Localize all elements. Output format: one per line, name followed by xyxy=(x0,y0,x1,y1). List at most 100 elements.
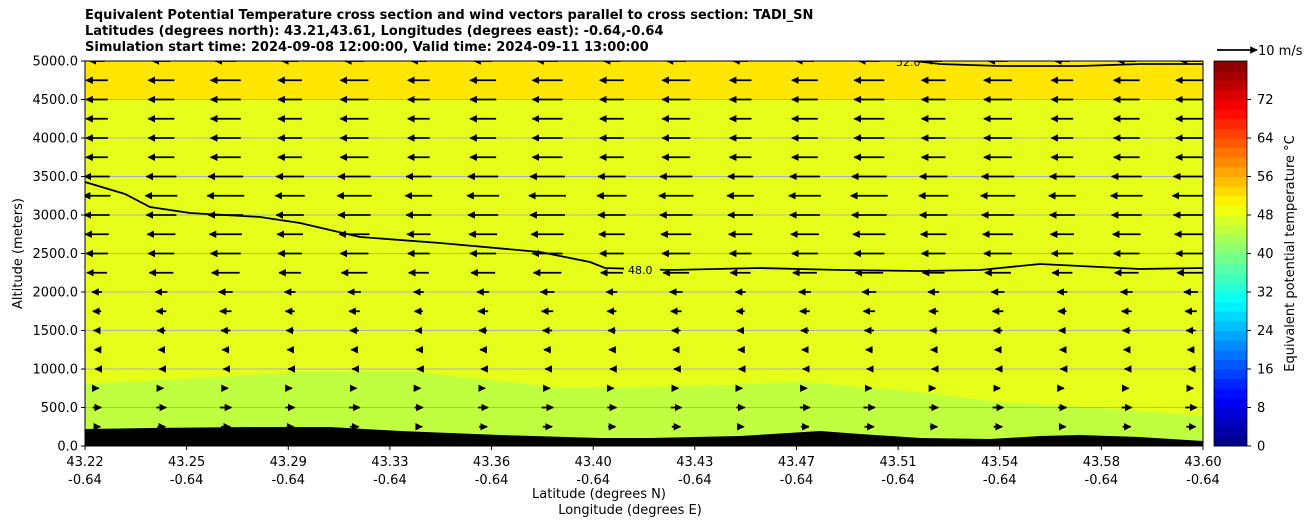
colorbar-segment xyxy=(1214,282,1247,293)
colorbar-segment xyxy=(1214,263,1247,274)
colorbar-label: Equivalent potential temperature °C xyxy=(1283,135,1298,371)
x-tick-label-latitude: 43.33 xyxy=(371,455,408,470)
colorbar-segment xyxy=(1214,61,1247,72)
colorbar-segment xyxy=(1214,195,1247,206)
colorbar-segment xyxy=(1214,311,1247,322)
colorbar-tick-label: 16 xyxy=(1257,363,1274,378)
colorbar-segment xyxy=(1214,138,1247,149)
x-tick-label-latitude: 43.60 xyxy=(1184,455,1221,470)
colorbar-segment xyxy=(1214,147,1247,158)
low-layer-fill xyxy=(85,372,1203,446)
colorbar-segment xyxy=(1214,349,1247,360)
contour-line-48 xyxy=(85,181,1203,272)
y-tick-label: 4500.0 xyxy=(33,93,79,108)
colorbar-tick-label: 56 xyxy=(1257,170,1274,185)
colorbar-segment xyxy=(1214,234,1247,245)
colorbar-segment xyxy=(1214,320,1247,331)
x-tick-label-latitude: 43.47 xyxy=(778,455,815,470)
colorbar-tick-label: 0 xyxy=(1257,440,1265,455)
y-tick-label: 3500.0 xyxy=(33,170,79,185)
x-axis-label-longitude: Longitude (degrees E) xyxy=(558,503,702,518)
colorbar-segment xyxy=(1214,118,1247,129)
wind-reference-label: 10 m/s xyxy=(1258,44,1303,59)
colorbar-segment xyxy=(1214,128,1247,139)
x-tick-label-longitude: -0.64 xyxy=(881,473,915,488)
title-line-1: Equivalent Potential Temperature cross s… xyxy=(85,8,814,23)
x-tick-label-longitude: -0.64 xyxy=(1085,473,1119,488)
x-tick-label-longitude: -0.64 xyxy=(983,473,1017,488)
y-tick-label: 500.0 xyxy=(41,401,78,416)
y-tick-label: 1000.0 xyxy=(33,363,79,378)
y-tick-label: 4000.0 xyxy=(33,132,79,147)
x-tick-label-longitude: -0.64 xyxy=(170,473,204,488)
colorbar-segment xyxy=(1214,243,1247,254)
x-tick-label-longitude: -0.64 xyxy=(780,473,814,488)
y-tick-label: 2500.0 xyxy=(33,247,79,262)
contour-label-bg xyxy=(624,263,660,277)
title-line-2: Latitudes (degrees north): 43.21,43.61, … xyxy=(85,24,664,39)
colorbar-segment xyxy=(1214,330,1247,341)
colorbar-segment xyxy=(1214,186,1247,197)
colorbar-segment xyxy=(1214,176,1247,187)
colorbar-segment xyxy=(1214,253,1247,264)
y-axis-label: Altitude (meters) xyxy=(11,198,26,309)
terrain-silhouette xyxy=(85,427,1203,446)
colorbar-segment xyxy=(1214,397,1247,408)
colorbar-segment xyxy=(1214,70,1247,81)
colorbar-tick-label: 8 xyxy=(1257,401,1265,416)
colorbar-tick-label: 72 xyxy=(1257,93,1274,108)
x-tick-label-latitude: 43.22 xyxy=(66,455,103,470)
colorbar-tick-label: 64 xyxy=(1257,132,1274,147)
x-tick-label-latitude: 43.54 xyxy=(981,455,1018,470)
colorbar-segment xyxy=(1214,359,1247,370)
contour-line-52 xyxy=(914,61,1203,67)
colorbar-segment xyxy=(1214,340,1247,351)
x-tick-label-longitude: -0.64 xyxy=(475,473,509,488)
contour-label-52: 52.0 xyxy=(896,56,921,69)
x-tick-label-longitude: -0.64 xyxy=(1186,473,1220,488)
colorbar-segment xyxy=(1214,99,1247,110)
title-line-3: Simulation start time: 2024-09-08 12:00:… xyxy=(85,40,649,55)
colorbar-tick-label: 40 xyxy=(1257,247,1274,262)
colorbar-segment xyxy=(1214,301,1247,312)
x-tick-label-latitude: 43.40 xyxy=(575,455,612,470)
y-tick-label: 0.0 xyxy=(57,440,78,455)
colorbar-segment xyxy=(1214,292,1247,303)
y-tick-label: 2000.0 xyxy=(33,286,79,301)
x-tick-label-latitude: 43.51 xyxy=(879,455,916,470)
chart-title: Equivalent Potential Temperature cross s… xyxy=(85,8,813,56)
y-tick-label: 1500.0 xyxy=(33,324,79,339)
colorbar-segment xyxy=(1214,417,1247,428)
x-tick-label-latitude: 43.25 xyxy=(168,455,205,470)
colorbar-segment xyxy=(1214,388,1247,399)
y-tick-label: 3000.0 xyxy=(33,209,79,224)
colorbar-segment xyxy=(1214,426,1247,437)
colorbar-segment xyxy=(1214,272,1247,283)
colorbar-segment xyxy=(1214,407,1247,418)
x-tick-label-latitude: 43.29 xyxy=(270,455,307,470)
contour-label-48: 48.0 xyxy=(628,264,653,277)
y-tick-label: 5000.0 xyxy=(33,55,79,70)
colorbar-segment xyxy=(1214,378,1247,389)
colorbar-segment xyxy=(1214,89,1247,100)
x-axis-label-latitude: Latitude (degrees N) xyxy=(532,487,666,502)
x-tick-label-longitude: -0.64 xyxy=(68,473,102,488)
colorbar-segment xyxy=(1214,215,1247,226)
colorbar-tick-label: 32 xyxy=(1257,286,1274,301)
colorbar-segment xyxy=(1214,109,1247,120)
colorbar-segment xyxy=(1214,80,1247,91)
colorbar-segment xyxy=(1214,205,1247,216)
colorbar-tick-label: 48 xyxy=(1257,209,1274,224)
x-tick-label-latitude: 43.58 xyxy=(1083,455,1120,470)
x-tick-label-latitude: 43.36 xyxy=(473,455,510,470)
colorbar-segment xyxy=(1214,224,1247,235)
x-tick-label-longitude: -0.64 xyxy=(576,473,610,488)
colorbar-segment xyxy=(1214,436,1247,447)
upper-layer-fill xyxy=(85,61,1203,100)
x-tick-label-longitude: -0.64 xyxy=(373,473,407,488)
colorbar-segment xyxy=(1214,157,1247,168)
colorbar-segment xyxy=(1214,369,1247,380)
x-tick-label-latitude: 43.43 xyxy=(676,455,713,470)
x-tick-label-longitude: -0.64 xyxy=(271,473,305,488)
